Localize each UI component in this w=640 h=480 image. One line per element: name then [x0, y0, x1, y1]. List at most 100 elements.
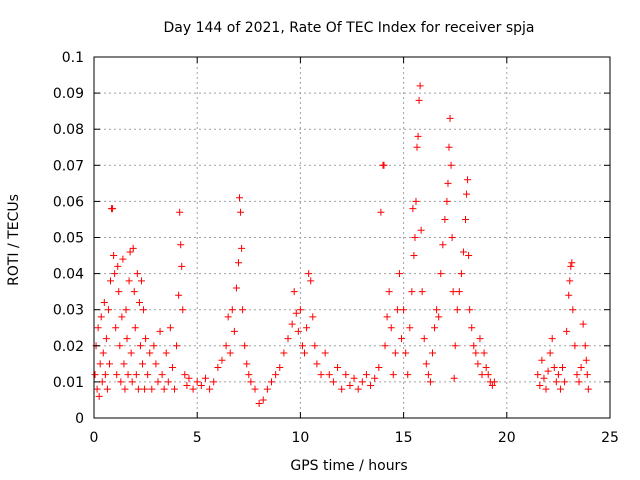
data-point-marker	[134, 385, 142, 393]
data-point-marker	[478, 371, 486, 379]
data-point-marker	[307, 277, 315, 285]
data-point-marker	[185, 374, 193, 382]
data-point-marker	[408, 288, 416, 296]
y-axis-label: ROTI / TECUs	[6, 194, 22, 286]
data-point-marker	[389, 371, 397, 379]
data-point-marker	[263, 385, 271, 393]
x-tick-label: 0	[90, 430, 99, 446]
data-point-marker	[193, 378, 201, 386]
data-point-marker	[115, 288, 123, 296]
data-point-marker	[573, 371, 581, 379]
data-point-marker	[317, 371, 325, 379]
data-point-marker	[556, 385, 564, 393]
data-point-marker	[168, 363, 176, 371]
data-point-marker	[540, 374, 548, 382]
data-point-marker	[567, 262, 575, 270]
data-point-marker	[133, 270, 141, 278]
data-point-marker	[232, 284, 240, 292]
data-point-marker	[334, 363, 342, 371]
data-point-marker	[91, 371, 99, 379]
data-point-marker	[536, 382, 544, 390]
data-point-marker	[173, 342, 181, 350]
data-point-marker	[214, 363, 222, 371]
y-tick-label: 0.07	[53, 158, 84, 174]
data-point-marker	[415, 96, 423, 104]
data-point-marker	[226, 349, 234, 357]
data-point-marker	[303, 324, 311, 332]
data-point-marker	[414, 132, 422, 140]
data-point-marker	[112, 324, 120, 332]
data-point-marker	[362, 371, 370, 379]
data-point-marker	[474, 360, 482, 368]
data-point-marker	[465, 252, 473, 260]
data-point-marker	[100, 298, 108, 306]
data-point-marker	[542, 385, 550, 393]
data-point-marker	[124, 371, 132, 379]
data-point-marker	[350, 374, 358, 382]
data-point-marker	[234, 259, 242, 267]
data-point-marker	[148, 385, 156, 393]
data-point-marker	[122, 306, 130, 314]
x-tick-label: 25	[601, 430, 619, 446]
data-point-marker	[426, 378, 434, 386]
data-point-marker	[484, 371, 492, 379]
data-point-marker	[154, 378, 162, 386]
data-point-marker	[428, 349, 436, 357]
data-point-marker	[218, 356, 226, 364]
data-point-marker	[568, 259, 576, 267]
data-point-marker	[534, 371, 542, 379]
data-point-marker	[583, 371, 591, 379]
data-point-marker	[579, 320, 587, 328]
y-tick-label: 0.05	[53, 231, 84, 247]
data-point-marker	[381, 342, 389, 350]
data-point-marker	[445, 143, 453, 151]
data-point-marker	[367, 382, 375, 390]
data-point-marker	[135, 298, 143, 306]
x-tick-label: 5	[193, 430, 202, 446]
data-point-marker	[144, 371, 152, 379]
data-point-marker	[377, 208, 385, 216]
data-point-marker	[284, 335, 292, 343]
data-point-marker	[546, 349, 554, 357]
x-tick-label: 10	[291, 430, 309, 446]
y-axis-ticks: 0 0.01 0.02 0.03 0.04 0.05 0.06 0.07 0.08 0.09 0.1	[53, 50, 610, 427]
data-point-marker	[175, 291, 183, 299]
data-point-marker	[412, 197, 420, 205]
data-point-marker	[380, 161, 388, 169]
data-point-marker	[272, 371, 280, 379]
data-point-marker	[406, 324, 414, 332]
data-point-marker	[470, 342, 478, 350]
data-point-marker	[94, 324, 102, 332]
x-tick-label: 15	[395, 430, 413, 446]
data-point-marker	[239, 306, 247, 314]
data-point-marker	[393, 306, 401, 314]
data-point-marker	[189, 385, 197, 393]
data-point-marker	[584, 385, 592, 393]
data-point-marker	[383, 313, 391, 321]
data-point-marker	[179, 306, 187, 314]
data-point-marker	[170, 385, 178, 393]
data-point-marker	[561, 378, 569, 386]
data-point-marker	[447, 161, 455, 169]
data-point-marker	[301, 349, 309, 357]
data-point-marker	[96, 360, 104, 368]
data-point-marker	[114, 262, 122, 270]
data-point-marker	[552, 378, 560, 386]
data-point-marker	[102, 335, 110, 343]
data-point-marker	[433, 306, 441, 314]
data-point-marker	[245, 371, 253, 379]
data-point-marker	[309, 313, 317, 321]
data-point-marker	[296, 306, 304, 314]
data-point-marker	[329, 378, 337, 386]
data-point-marker	[237, 208, 245, 216]
data-point-marker	[251, 385, 259, 393]
data-point-marker	[313, 360, 321, 368]
data-point-marker	[413, 143, 421, 151]
data-point-marker	[420, 335, 428, 343]
data-point-marker	[109, 205, 117, 213]
data-point-marker	[107, 277, 115, 285]
data-point-marker	[164, 378, 172, 386]
data-point-marker	[371, 374, 379, 382]
data-point-marker	[292, 309, 300, 317]
data-point-marker	[448, 234, 456, 241]
